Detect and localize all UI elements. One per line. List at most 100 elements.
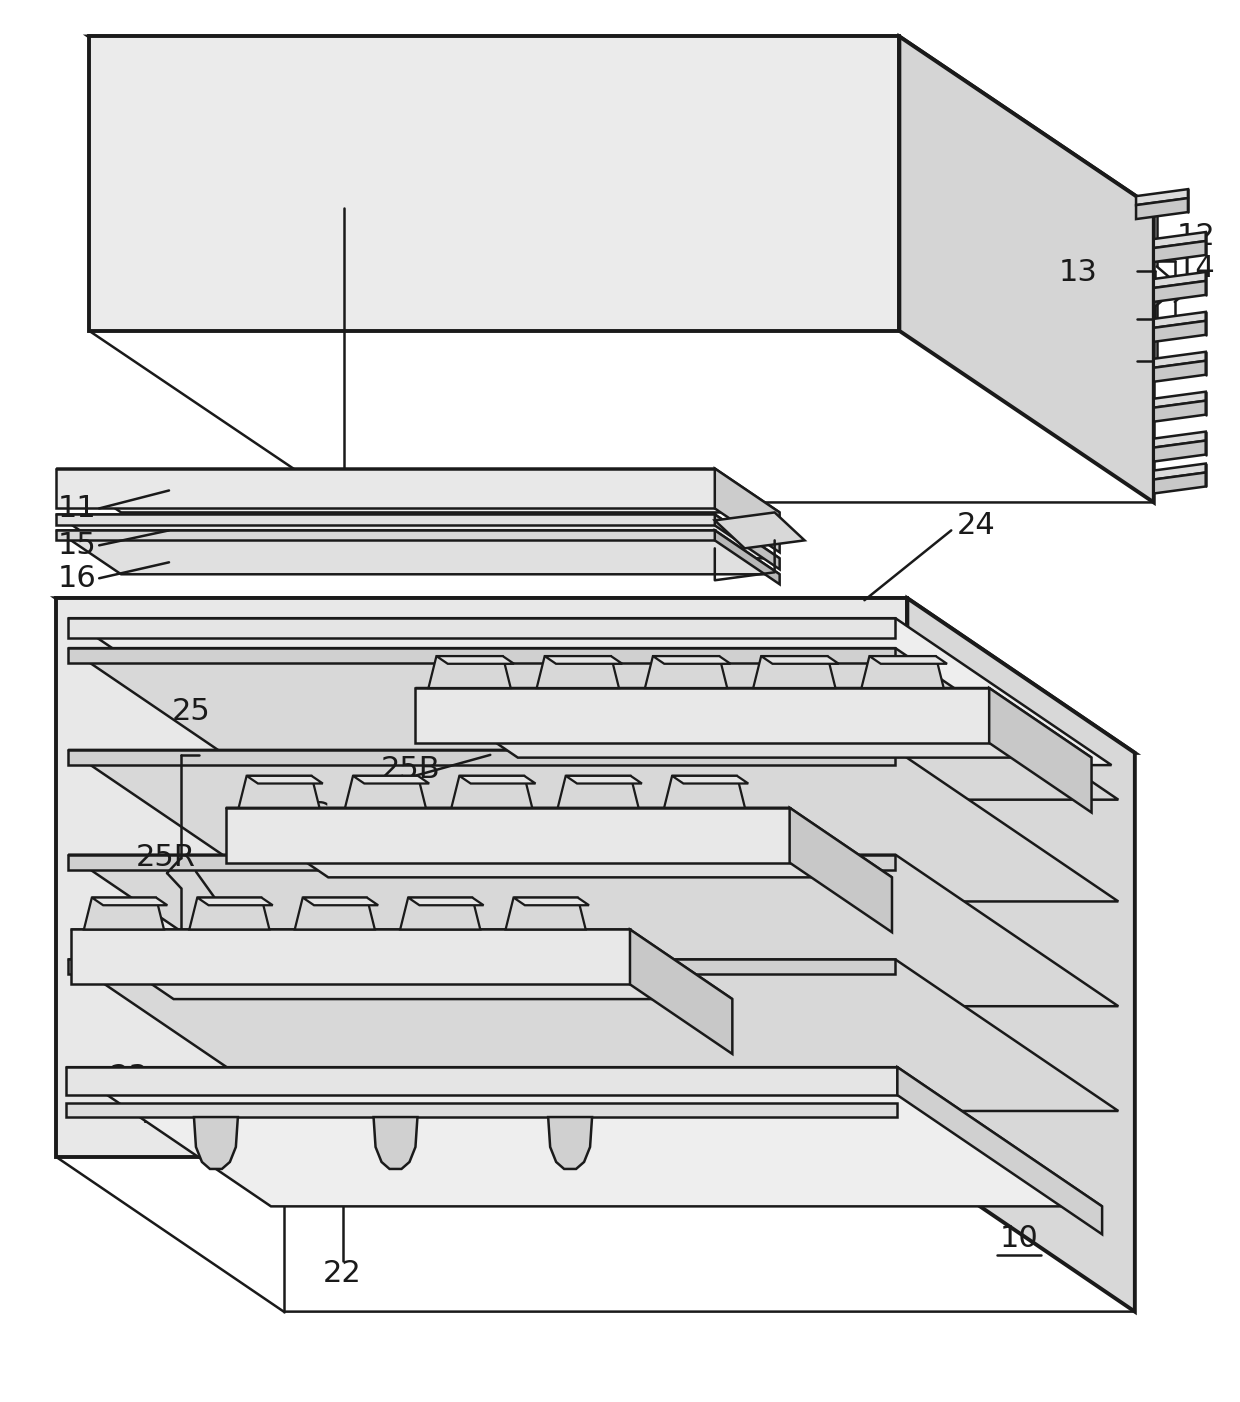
Polygon shape — [197, 897, 273, 906]
Polygon shape — [630, 930, 733, 1054]
Polygon shape — [68, 750, 1118, 901]
Polygon shape — [92, 897, 167, 906]
Polygon shape — [68, 959, 1118, 1110]
Polygon shape — [665, 775, 745, 808]
Polygon shape — [66, 1103, 898, 1117]
Polygon shape — [548, 1117, 591, 1169]
Polygon shape — [1153, 280, 1205, 301]
Polygon shape — [190, 897, 269, 930]
Polygon shape — [1136, 189, 1188, 205]
Polygon shape — [56, 530, 780, 575]
Polygon shape — [1153, 391, 1205, 408]
Polygon shape — [345, 775, 425, 808]
Text: 15: 15 — [57, 531, 97, 559]
Polygon shape — [401, 897, 480, 930]
Polygon shape — [89, 36, 1153, 207]
Polygon shape — [84, 897, 164, 930]
Polygon shape — [56, 515, 714, 526]
Text: 16: 16 — [57, 564, 97, 593]
Polygon shape — [247, 775, 322, 784]
Text: 12: 12 — [1177, 222, 1215, 251]
Polygon shape — [68, 618, 895, 638]
Text: 10: 10 — [999, 1224, 1038, 1253]
Polygon shape — [238, 775, 320, 808]
Polygon shape — [408, 897, 484, 906]
Polygon shape — [645, 656, 727, 688]
Polygon shape — [565, 775, 642, 784]
Polygon shape — [990, 688, 1091, 813]
Polygon shape — [56, 599, 908, 1157]
Polygon shape — [1153, 311, 1205, 328]
Polygon shape — [1136, 198, 1188, 219]
Text: 23: 23 — [110, 1063, 149, 1092]
Polygon shape — [68, 959, 895, 974]
Polygon shape — [66, 1067, 898, 1095]
Polygon shape — [558, 775, 639, 808]
Polygon shape — [415, 688, 990, 743]
Polygon shape — [56, 468, 714, 509]
Polygon shape — [451, 775, 532, 808]
Polygon shape — [653, 656, 730, 663]
Polygon shape — [790, 808, 892, 932]
Polygon shape — [1153, 321, 1205, 342]
Text: 14: 14 — [1177, 255, 1215, 283]
Text: 25R: 25R — [136, 843, 196, 872]
Text: 25G: 25G — [269, 801, 331, 829]
Polygon shape — [68, 648, 895, 663]
Polygon shape — [429, 656, 511, 688]
Polygon shape — [898, 1067, 1102, 1234]
Polygon shape — [869, 656, 947, 663]
Polygon shape — [56, 468, 780, 512]
Polygon shape — [459, 775, 536, 784]
Polygon shape — [1153, 440, 1205, 461]
Polygon shape — [56, 515, 780, 558]
Polygon shape — [415, 688, 1091, 757]
Polygon shape — [436, 656, 515, 663]
Polygon shape — [714, 515, 780, 569]
Text: 22: 22 — [324, 1259, 362, 1288]
Polygon shape — [862, 656, 944, 688]
Polygon shape — [89, 36, 899, 331]
Polygon shape — [1153, 272, 1205, 287]
Text: 13: 13 — [1059, 258, 1097, 287]
Polygon shape — [761, 656, 838, 663]
Polygon shape — [714, 468, 780, 552]
Polygon shape — [71, 930, 733, 1000]
Polygon shape — [537, 656, 619, 688]
Polygon shape — [68, 750, 895, 765]
Text: 25: 25 — [172, 697, 211, 726]
Polygon shape — [68, 855, 1118, 1007]
Polygon shape — [1153, 401, 1205, 422]
Polygon shape — [68, 618, 1111, 765]
Polygon shape — [68, 855, 895, 869]
Text: 24: 24 — [957, 510, 996, 540]
Polygon shape — [66, 1067, 1102, 1206]
Polygon shape — [1153, 241, 1205, 262]
Polygon shape — [714, 530, 780, 585]
Polygon shape — [295, 897, 374, 930]
Polygon shape — [373, 1117, 418, 1169]
Polygon shape — [353, 775, 429, 784]
Polygon shape — [68, 648, 1118, 799]
Text: 21: 21 — [143, 1099, 181, 1129]
Polygon shape — [506, 897, 585, 930]
Polygon shape — [1153, 233, 1205, 248]
Polygon shape — [1153, 352, 1205, 367]
Polygon shape — [544, 656, 622, 663]
Polygon shape — [899, 36, 1153, 502]
Polygon shape — [1153, 464, 1205, 479]
Polygon shape — [672, 775, 748, 784]
Polygon shape — [908, 599, 1135, 1312]
Polygon shape — [1153, 472, 1205, 494]
Polygon shape — [714, 512, 805, 548]
Polygon shape — [513, 897, 589, 906]
Polygon shape — [303, 897, 378, 906]
Polygon shape — [71, 930, 630, 984]
Polygon shape — [193, 1117, 238, 1169]
Polygon shape — [56, 599, 1135, 753]
Text: 25B: 25B — [381, 756, 440, 784]
Text: 11: 11 — [57, 494, 97, 523]
Polygon shape — [753, 656, 836, 688]
Polygon shape — [226, 808, 892, 878]
Polygon shape — [226, 808, 790, 862]
